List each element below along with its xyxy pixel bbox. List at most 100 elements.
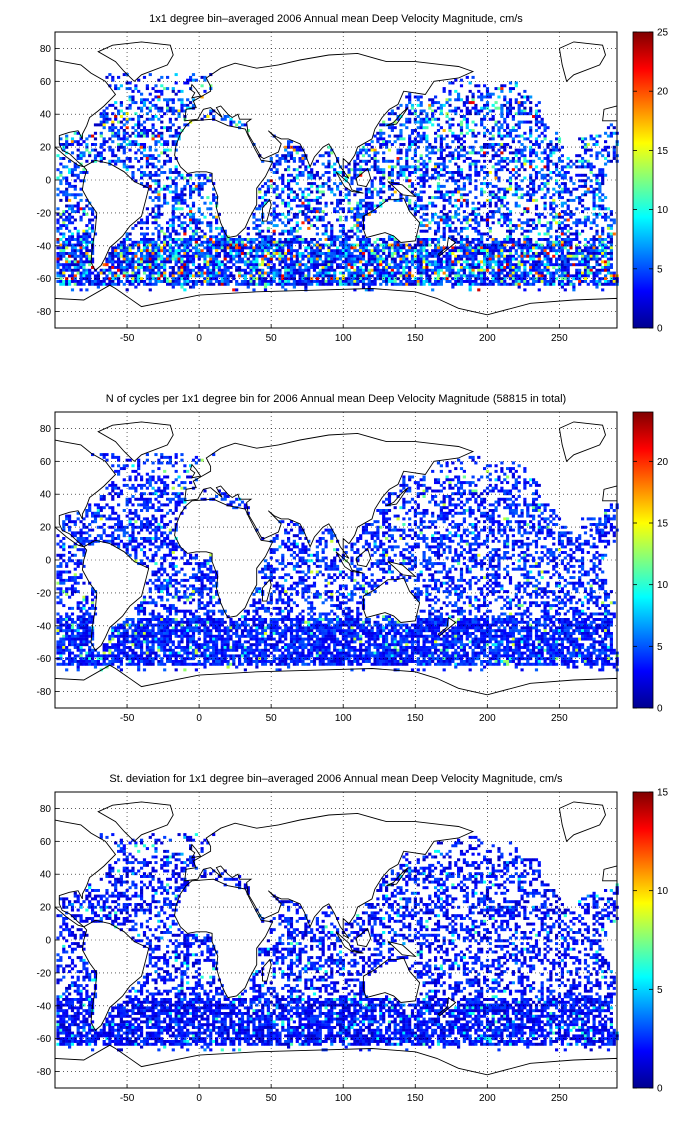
data-cell	[595, 212, 599, 216]
data-cell	[315, 201, 319, 205]
data-cell	[307, 171, 311, 174]
data-cell	[523, 145, 527, 149]
data-cell	[431, 148, 435, 152]
data-cell	[566, 162, 570, 166]
data-cell	[134, 252, 138, 255]
data-cell	[171, 268, 175, 272]
data-cell	[508, 221, 513, 225]
data-cell	[278, 176, 282, 180]
data-cell	[601, 246, 605, 250]
data-cell	[344, 196, 348, 200]
data-cell	[514, 182, 518, 186]
data-cell	[119, 143, 123, 146]
data-cell	[163, 246, 167, 250]
data-cell	[494, 271, 498, 275]
data-cell	[419, 207, 423, 211]
data-cell	[364, 207, 368, 211]
data-cell	[312, 263, 317, 267]
data-cell	[379, 201, 383, 205]
data-cell	[601, 171, 605, 174]
data-cell	[425, 179, 429, 183]
data-cell	[157, 193, 161, 197]
data-cell	[462, 182, 466, 186]
data-cell	[436, 260, 441, 264]
data-cell	[540, 151, 544, 155]
data-cell	[145, 266, 149, 269]
data-cell	[166, 187, 170, 191]
data-cell	[390, 246, 394, 250]
data-cell	[255, 260, 259, 264]
data-cell	[212, 266, 216, 269]
data-cell	[445, 266, 449, 269]
data-cell	[462, 140, 466, 144]
data-cell	[569, 257, 573, 261]
data-cell	[474, 109, 478, 113]
data-cell	[595, 143, 599, 146]
data-cell	[586, 254, 590, 258]
data-cell	[557, 196, 562, 200]
data-cell	[609, 232, 613, 236]
data-cell	[99, 123, 103, 127]
data-cell	[468, 268, 472, 272]
data-cell	[422, 190, 426, 194]
data-cell	[552, 249, 556, 253]
data-cell	[174, 196, 178, 200]
data-cell	[511, 257, 515, 261]
data-cell	[543, 201, 547, 205]
data-cell	[240, 246, 245, 250]
data-cell	[252, 260, 256, 264]
data-cell	[546, 221, 550, 225]
data-cell	[477, 266, 481, 269]
data-cell	[209, 229, 213, 233]
data-cell	[180, 196, 184, 200]
data-cell	[514, 266, 518, 269]
data-cell	[370, 268, 374, 272]
data-cell	[324, 151, 328, 155]
data-cell	[523, 148, 527, 152]
data-cell	[552, 145, 556, 149]
data-cell	[494, 260, 498, 264]
data-cell	[122, 266, 126, 269]
data-cell	[186, 204, 190, 208]
data-cell	[364, 268, 368, 272]
data-cell	[142, 148, 147, 152]
data-cell	[382, 168, 386, 172]
data-cell	[532, 179, 536, 183]
data-cell	[506, 254, 510, 258]
data-cell	[134, 140, 138, 144]
data-cell	[376, 271, 380, 275]
data-cell	[445, 165, 449, 169]
data-cell	[459, 84, 464, 88]
data-cell	[555, 179, 559, 183]
data-cell	[312, 198, 317, 202]
data-cell	[154, 173, 158, 177]
data-cell	[347, 260, 351, 264]
data-cell	[468, 145, 472, 149]
data-cell	[160, 171, 164, 174]
data-cell	[442, 157, 446, 160]
data-cell	[180, 260, 184, 264]
data-cell	[206, 196, 210, 200]
data-cell	[272, 207, 276, 211]
data-cell	[382, 246, 386, 250]
data-cell	[151, 103, 155, 107]
data-cell	[289, 271, 294, 275]
data-cell	[166, 87, 170, 91]
data-cell	[431, 115, 435, 118]
data-cell	[526, 190, 530, 194]
data-cell	[583, 173, 588, 177]
data-cell	[474, 221, 478, 225]
data-cell	[583, 221, 588, 225]
data-cell	[370, 260, 374, 264]
data-cell	[494, 101, 498, 105]
data-cell	[557, 240, 562, 244]
data-cell	[612, 218, 616, 222]
data-cell	[278, 268, 282, 272]
data-cell	[62, 232, 66, 236]
data-cell	[180, 243, 184, 247]
data-cell	[209, 257, 213, 261]
data-cell	[387, 148, 392, 152]
data-cell	[189, 207, 193, 211]
data-cell	[529, 263, 533, 267]
data-cell	[581, 198, 585, 202]
